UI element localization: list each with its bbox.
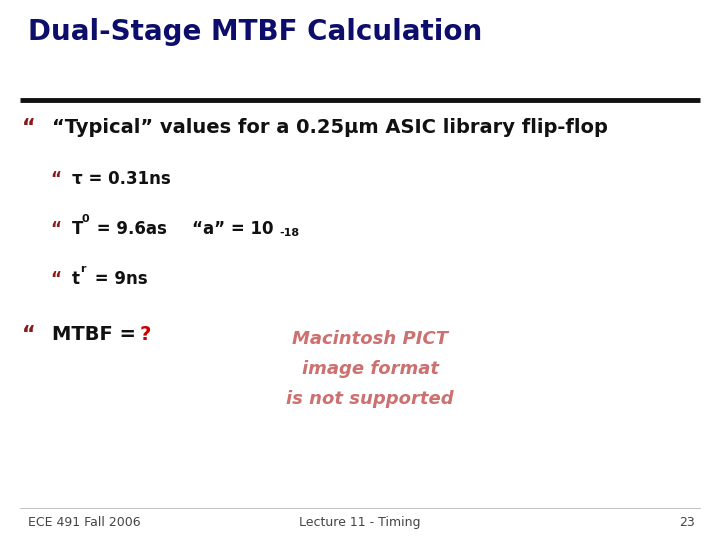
Text: 0: 0 xyxy=(82,214,89,224)
Text: Macintosh PICT: Macintosh PICT xyxy=(292,330,448,348)
Text: ?: ? xyxy=(140,325,151,344)
Text: t: t xyxy=(72,270,80,288)
Text: “: “ xyxy=(50,170,61,188)
Text: MTBF =: MTBF = xyxy=(52,325,143,344)
Text: ECE 491 Fall 2006: ECE 491 Fall 2006 xyxy=(28,516,140,529)
Text: “: “ xyxy=(50,220,61,238)
Text: “Typical” values for a 0.25μm ASIC library flip-flop: “Typical” values for a 0.25μm ASIC libra… xyxy=(52,118,608,137)
Text: “: “ xyxy=(22,325,36,345)
Text: Dual-Stage MTBF Calculation: Dual-Stage MTBF Calculation xyxy=(28,18,482,46)
Text: 23: 23 xyxy=(679,516,695,529)
Text: = 9ns: = 9ns xyxy=(89,270,148,288)
Text: r: r xyxy=(80,264,86,274)
Text: = 9.6as: = 9.6as xyxy=(91,220,167,238)
Text: image format: image format xyxy=(302,360,438,378)
Text: “: “ xyxy=(50,270,61,288)
Text: Lecture 11 - Timing: Lecture 11 - Timing xyxy=(300,516,420,529)
Text: τ = 0.31ns: τ = 0.31ns xyxy=(72,170,171,188)
Text: T: T xyxy=(72,220,84,238)
Text: is not supported: is not supported xyxy=(286,390,454,408)
Text: “: “ xyxy=(22,118,36,138)
Text: -18: -18 xyxy=(279,228,299,238)
Text: “a” = 10: “a” = 10 xyxy=(192,220,274,238)
